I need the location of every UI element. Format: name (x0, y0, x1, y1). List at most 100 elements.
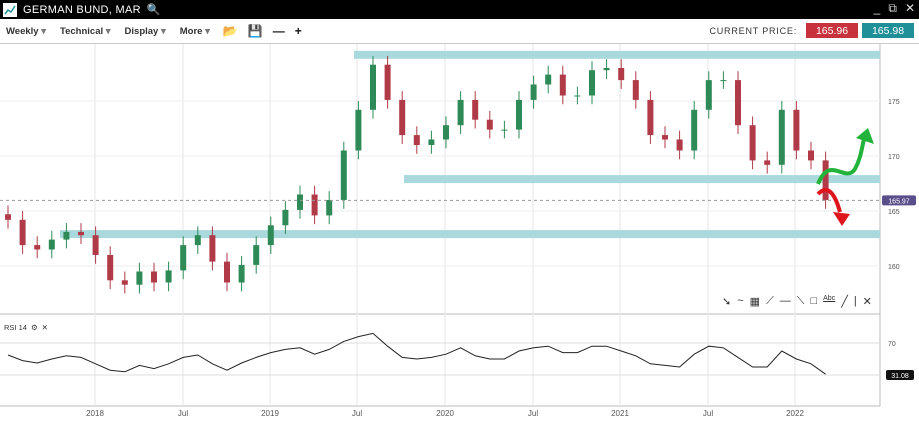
sell-price-button[interactable]: 165.96 (806, 23, 858, 38)
rsi-line (7, 332, 826, 375)
candle (749, 125, 756, 161)
candle (793, 109, 800, 151)
candle (297, 194, 303, 210)
close-icon[interactable]: ✕ (862, 296, 872, 308)
candle (63, 231, 70, 240)
rsi-label: RSI 14 (4, 323, 27, 332)
pointer-icon[interactable]: ➘ (722, 296, 732, 308)
up-arrow-head (856, 128, 874, 144)
candle (559, 74, 566, 96)
candle (501, 129, 508, 131)
candle (180, 245, 187, 271)
candle (282, 209, 289, 226)
candle (5, 214, 11, 220)
drawing-toolbar: ➘ ~ ▦ ⟋ — ⟍ □ Abc ╱ | ✕ (722, 295, 872, 308)
popout-icon[interactable]: ⧉ (888, 1, 897, 15)
rectangle-icon[interactable]: □ (810, 295, 818, 307)
candle (472, 99, 479, 120)
current-price-tag (882, 195, 916, 206)
y-tick-label: 175 (888, 99, 900, 106)
candle (355, 109, 362, 151)
candle (778, 109, 785, 165)
x-tick-label: Jul (352, 409, 362, 418)
candle (676, 139, 683, 151)
candle (705, 80, 712, 110)
rsi-legend: RSI 14 ⚙ ✕ (4, 323, 48, 332)
candle (311, 194, 318, 216)
folder-open-icon[interactable]: 📂 (222, 24, 238, 38)
gear-icon[interactable]: ⚙ (30, 323, 38, 332)
candle (384, 64, 391, 100)
candle (92, 235, 99, 255)
close-icon[interactable]: ✕ (904, 1, 915, 15)
close-icon[interactable]: ✕ (41, 323, 48, 332)
candle (209, 235, 216, 262)
minimize-icon[interactable]: _ (873, 1, 881, 15)
zoom-in-icon[interactable]: + (294, 24, 302, 38)
text-icon[interactable]: Abc (823, 295, 836, 302)
menu-weekly[interactable]: Weekly (6, 26, 46, 37)
candle (151, 271, 157, 283)
support-resistance-zone (404, 175, 880, 184)
candle (326, 200, 333, 216)
candle (574, 95, 581, 97)
up-arrow (816, 135, 867, 185)
y-tick-label: 165 (888, 209, 900, 216)
zoom-out-icon[interactable]: — (272, 24, 285, 38)
line-icon[interactable]: ╱ (841, 296, 848, 308)
support-resistance-zone (60, 230, 880, 239)
candle (267, 225, 274, 246)
candle (516, 99, 522, 130)
buy-price-button[interactable]: 165.98 (862, 23, 914, 38)
window-title: GERMAN BUND, MAR (23, 3, 141, 16)
candle (632, 80, 639, 100)
trend-line-icon[interactable]: ⟍ (796, 295, 805, 307)
candle (691, 109, 698, 151)
menu-more[interactable]: More (180, 26, 210, 37)
candle (136, 271, 143, 285)
x-tick-label: 2019 (261, 409, 279, 418)
candle (647, 99, 654, 136)
candle (107, 255, 114, 281)
candle (735, 80, 741, 126)
menu-display[interactable]: Display (125, 26, 166, 37)
grid-icon[interactable]: ▦ (749, 296, 761, 308)
candle (662, 135, 668, 140)
x-tick-label: 2020 (436, 409, 454, 418)
candle (165, 270, 172, 283)
down-arrow (816, 188, 842, 213)
vertical-line-icon[interactable]: | (853, 295, 857, 307)
chart-logo-icon (3, 2, 17, 17)
fan-icon[interactable]: ⟋ (766, 295, 774, 307)
x-tick-label: 2018 (86, 409, 104, 418)
x-tick-label: 2022 (786, 409, 804, 418)
menu-technical[interactable]: Technical (60, 26, 111, 37)
candle (618, 68, 625, 81)
support-resistance-zone (354, 50, 880, 59)
curve-icon[interactable]: ~ (737, 295, 744, 307)
candle (48, 239, 55, 250)
search-icon[interactable]: 🔍 (146, 4, 161, 16)
y-tick-label: 170 (888, 154, 900, 161)
candle (399, 99, 406, 136)
candle (589, 70, 595, 96)
candle (720, 80, 727, 82)
rsi-value-tag (886, 370, 914, 380)
candle (603, 68, 610, 71)
current-price-value: 165.97 (888, 198, 910, 205)
price-chart[interactable]: 2018 Jul 2019 Jul 2020 Jul 2021 Jul 2022 175 170 16… (0, 44, 919, 421)
horizontal-line-icon[interactable]: — (779, 295, 791, 307)
x-tick-label: Jul (178, 409, 188, 418)
x-tick-label: 2021 (611, 409, 629, 418)
rsi-level-label: 70 (888, 341, 896, 348)
candle (78, 231, 84, 236)
x-tick-label: Jul (703, 409, 713, 418)
candle (253, 245, 260, 265)
save-icon[interactable]: 💾 (247, 24, 263, 38)
x-tick-label: Jul (528, 409, 538, 418)
candle (413, 135, 420, 145)
toolbar: Weekly Technical Display More 📂 💾 — + CU… (0, 19, 919, 44)
candle (194, 235, 201, 246)
candle (370, 64, 376, 110)
candle (34, 245, 41, 250)
